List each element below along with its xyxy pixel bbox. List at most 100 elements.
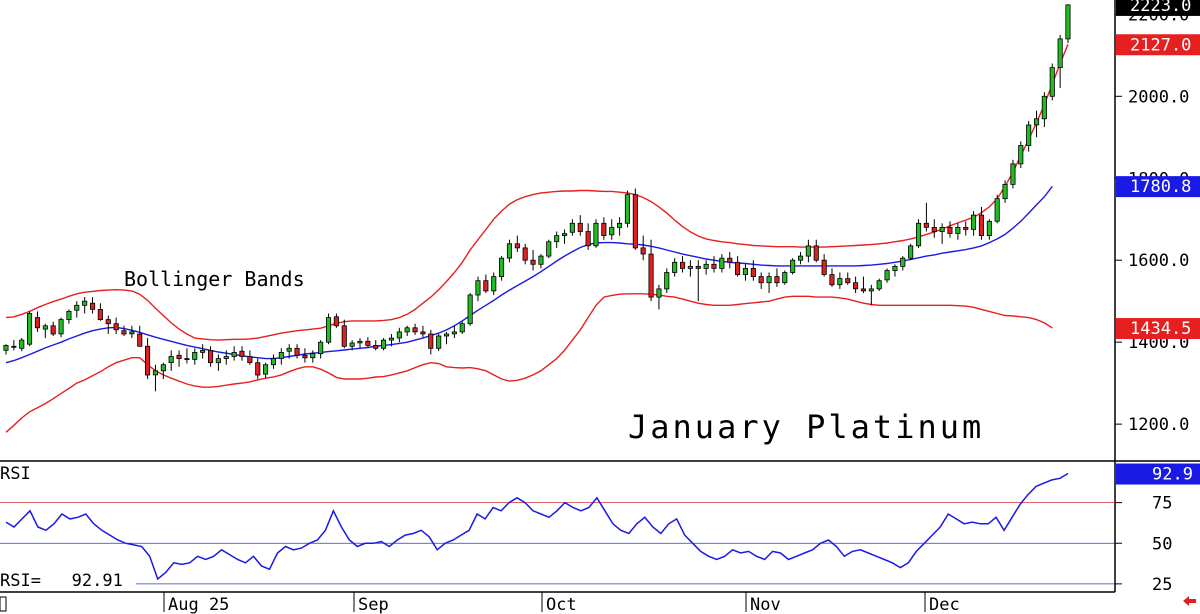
candle xyxy=(388,333,394,347)
rsi-tick-label: 25 xyxy=(1152,575,1172,595)
candle-body-up xyxy=(200,349,206,353)
x-tick-label: Nov xyxy=(750,595,781,614)
rsi-badge-text: 92.9 xyxy=(1152,465,1193,485)
candle xyxy=(672,258,678,277)
candle-body-up xyxy=(467,294,473,325)
candle-body-up xyxy=(223,356,229,359)
candle-body-up xyxy=(609,226,615,236)
candle-body-up xyxy=(790,259,796,273)
candle xyxy=(373,340,379,351)
candle-body-up xyxy=(3,344,9,351)
candle xyxy=(34,311,40,332)
candle-body-down xyxy=(774,276,780,284)
candle xyxy=(262,362,269,379)
candle xyxy=(514,235,520,253)
candle-body-up xyxy=(168,356,174,363)
candle xyxy=(42,323,48,339)
candle xyxy=(735,256,741,277)
candle xyxy=(931,219,937,238)
candle-body-down xyxy=(585,231,591,247)
candle xyxy=(664,268,670,293)
candle-body-down xyxy=(105,319,111,325)
middle-band-badge-box xyxy=(1116,176,1200,198)
lower-band-badge-text: 1434.5 xyxy=(1130,319,1191,339)
candle-body-up xyxy=(939,226,945,232)
candle xyxy=(184,348,190,364)
candle-body-up xyxy=(664,272,670,290)
candle xyxy=(805,239,811,263)
candle xyxy=(829,268,835,287)
candle xyxy=(66,309,72,324)
candle-body-up xyxy=(42,325,48,330)
last-value-badges: 2223.0 2127.0 1780.8 1434.5 92.9 xyxy=(1116,0,1200,485)
scroll-left-icon[interactable] xyxy=(1183,596,1196,606)
candle-body-down xyxy=(247,356,253,363)
candle-body-up xyxy=(703,263,709,269)
x-tick-label: Aug 25 xyxy=(168,595,229,614)
candle xyxy=(900,256,906,271)
candle-body-up xyxy=(19,339,25,349)
candle-body-up xyxy=(1026,124,1032,146)
candle-body-up xyxy=(569,222,575,233)
candle xyxy=(152,364,159,392)
candle-body-up xyxy=(404,327,410,333)
candle-body-up xyxy=(506,243,512,259)
candle xyxy=(1002,180,1008,203)
candle-body-up xyxy=(160,364,166,372)
scroll-handle[interactable] xyxy=(0,596,7,612)
candle xyxy=(325,313,332,345)
candle-body-up xyxy=(443,333,450,337)
candle xyxy=(483,274,489,293)
candle-body-up xyxy=(325,317,332,343)
candle xyxy=(577,215,583,236)
candle xyxy=(1018,141,1024,169)
candle xyxy=(443,331,450,345)
candle-body-up xyxy=(656,288,662,298)
candle xyxy=(876,278,882,291)
candle-body-up xyxy=(270,358,276,366)
candle-body-up xyxy=(396,331,402,339)
candle xyxy=(302,348,308,363)
price-panel: Bollinger Bands January Platinum xyxy=(3,4,1071,446)
candle xyxy=(727,252,733,269)
candle xyxy=(986,219,992,240)
close-badge-text: 2223.0 xyxy=(1130,0,1191,16)
candle xyxy=(168,350,174,371)
candle-body-up xyxy=(1010,163,1016,185)
candle xyxy=(270,354,276,369)
candle-body-up xyxy=(310,353,316,359)
candle-body-up xyxy=(554,235,560,243)
candle-body-up xyxy=(1018,145,1024,165)
candle xyxy=(963,221,969,236)
candle xyxy=(459,321,465,334)
candle-body-up xyxy=(66,310,72,320)
candle-body-down xyxy=(711,263,717,269)
rsi-label: RSI xyxy=(0,464,31,484)
candle xyxy=(530,249,536,271)
candle-body-down xyxy=(522,247,528,261)
candle xyxy=(396,327,402,343)
candle xyxy=(868,284,874,306)
candle-body-down xyxy=(365,340,371,346)
candle-body-up xyxy=(624,194,630,224)
candle xyxy=(1026,120,1032,152)
candle xyxy=(593,219,599,248)
candle xyxy=(884,268,890,283)
candle-body-up xyxy=(475,280,481,296)
candle-body-up xyxy=(459,323,465,333)
candle xyxy=(349,340,355,351)
candle-body-up xyxy=(491,276,497,292)
candle-body-down xyxy=(963,226,969,230)
candle xyxy=(1010,159,1016,189)
candle xyxy=(491,272,497,296)
candle xyxy=(223,350,229,365)
candle-body-up xyxy=(498,257,505,278)
candle xyxy=(105,315,111,334)
candle-body-up xyxy=(74,304,80,311)
candle-body-down xyxy=(50,325,56,335)
rsi-tick-label: 50 xyxy=(1152,534,1172,554)
candle-body-up xyxy=(1057,38,1063,69)
candle-body-up xyxy=(884,270,890,281)
candle xyxy=(412,323,418,335)
candle xyxy=(310,350,316,363)
